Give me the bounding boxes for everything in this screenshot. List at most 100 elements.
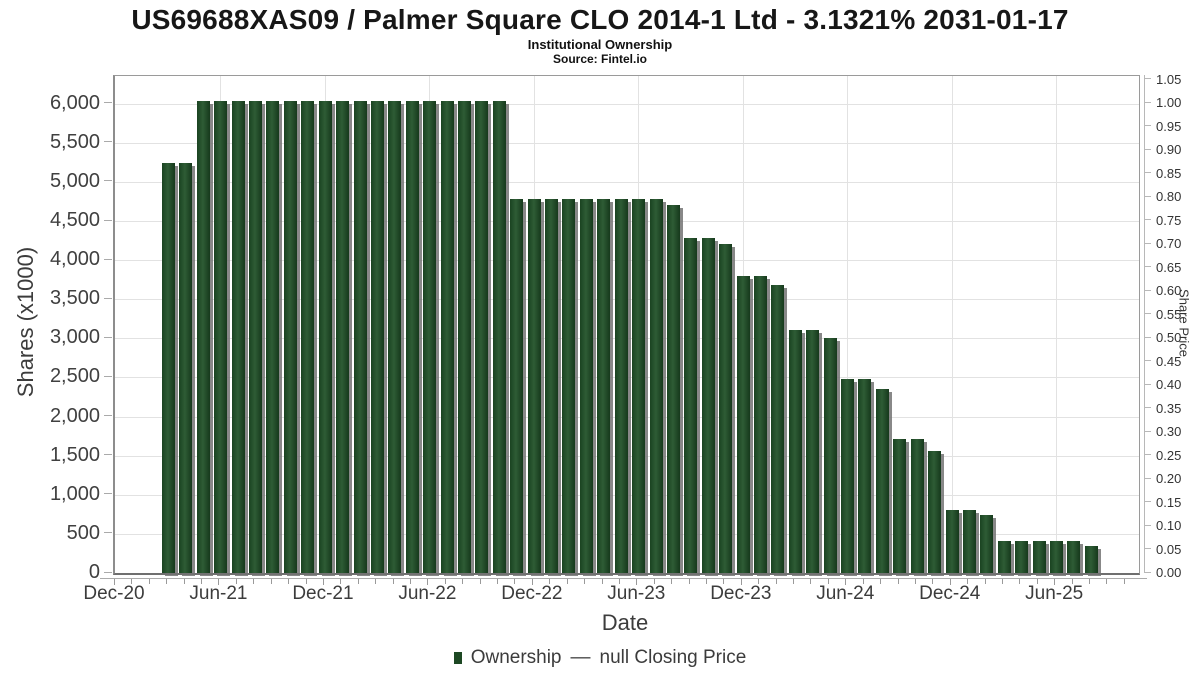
bar[interactable] (980, 515, 994, 573)
bar[interactable] (928, 451, 942, 573)
bar[interactable] (231, 100, 245, 573)
legend-price-line-icon: — (570, 646, 591, 668)
y-axis-tick (104, 219, 112, 221)
right-axis-tick-label: 0.50 (1156, 330, 1182, 346)
bar[interactable] (562, 199, 576, 573)
bar[interactable] (388, 100, 402, 573)
bar[interactable] (336, 100, 350, 573)
bar[interactable] (788, 329, 802, 573)
bar[interactable] (597, 199, 611, 573)
y-axis-tick (104, 415, 112, 417)
bar[interactable] (492, 100, 506, 573)
right-axis-tick (1144, 313, 1151, 315)
x-axis-tick-label: Jun-24 (816, 583, 875, 604)
bar[interactable] (910, 439, 924, 573)
x-axis-tick (653, 579, 655, 584)
bar[interactable] (370, 100, 384, 573)
bar[interactable] (318, 100, 332, 573)
y-axis-tick-label: 5,000 (49, 169, 100, 192)
y-axis-tick (104, 375, 112, 377)
x-axis-tick (880, 579, 882, 584)
x-axis-tick (1089, 579, 1091, 584)
bar[interactable] (753, 275, 767, 573)
x-axis-tick (444, 579, 446, 584)
gridline-vertical (951, 76, 953, 573)
x-axis-tick-label: Jun-23 (607, 583, 666, 604)
x-axis-tick (218, 579, 220, 585)
chart-title: US69688XAS09 / Palmer Square CLO 2014-1 … (131, 4, 1069, 35)
right-axis-tick-label: 0.60 (1156, 283, 1182, 299)
right-axis-tick (1144, 407, 1151, 409)
bar[interactable] (301, 100, 315, 573)
bar[interactable] (475, 100, 489, 573)
chart-source: Source: Fintel.io (552, 52, 647, 66)
bar[interactable] (162, 163, 175, 573)
bar[interactable] (283, 100, 297, 573)
bar[interactable] (736, 275, 750, 573)
x-axis-tick (671, 579, 673, 584)
bar[interactable] (875, 389, 889, 573)
bar[interactable] (405, 100, 419, 573)
bar[interactable] (841, 379, 855, 573)
right-axis-tick (1144, 477, 1151, 479)
bar[interactable] (1015, 540, 1029, 573)
bar[interactable] (945, 509, 959, 573)
bar[interactable] (527, 199, 541, 573)
x-axis-tick-label: Jun-22 (398, 583, 457, 604)
gridline-horizontal (115, 181, 1139, 183)
x-axis-tick (288, 579, 290, 584)
bar[interactable] (893, 439, 907, 573)
bar[interactable] (545, 199, 559, 573)
bar[interactable] (1049, 540, 1063, 573)
x-axis-tick (305, 579, 307, 584)
y-axis-tick-label: 1,500 (49, 443, 100, 466)
bar[interactable] (858, 379, 872, 573)
x-axis-tick (1036, 579, 1038, 584)
y-axis-tick-label: 2,500 (49, 365, 100, 388)
y-axis-tick (104, 336, 112, 338)
x-axis-tick-label: Dec-24 (919, 583, 981, 604)
right-axis-tick (1144, 289, 1151, 291)
bar[interactable] (249, 100, 263, 573)
bar[interactable] (579, 199, 593, 573)
x-axis-tick (1019, 579, 1021, 584)
x-axis-tick (166, 579, 168, 584)
bar[interactable] (823, 338, 837, 573)
bar[interactable] (666, 205, 680, 573)
x-axis-tick (1054, 579, 1056, 585)
bar[interactable] (179, 163, 193, 573)
right-axis-tick (1144, 336, 1151, 338)
bar[interactable] (214, 100, 228, 573)
x-axis-tick (584, 579, 586, 584)
bar[interactable] (353, 100, 367, 573)
bar[interactable] (1032, 540, 1046, 573)
bar[interactable] (457, 100, 471, 573)
y-axis-tick (104, 141, 112, 143)
y-axis-tick (104, 180, 112, 182)
bar[interactable] (1084, 546, 1098, 573)
bar[interactable] (806, 329, 820, 573)
right-axis-tick (1144, 195, 1151, 197)
right-axis-tick (1144, 454, 1151, 456)
bar[interactable] (962, 509, 976, 573)
bar[interactable] (440, 100, 454, 573)
bar[interactable] (684, 237, 698, 573)
bar[interactable] (1067, 540, 1081, 573)
bar[interactable] (771, 285, 785, 573)
right-axis-tick (1144, 430, 1151, 432)
bar[interactable] (423, 100, 437, 573)
bar[interactable] (266, 100, 280, 573)
bar[interactable] (510, 199, 524, 573)
bar[interactable] (701, 237, 715, 573)
bar[interactable] (649, 199, 663, 573)
bar[interactable] (614, 199, 628, 573)
bar[interactable] (196, 100, 210, 573)
bar[interactable] (719, 243, 733, 573)
bar[interactable] (997, 540, 1011, 573)
right-axis-tick (1144, 383, 1151, 385)
x-axis-tick (549, 579, 551, 584)
x-axis-tick (479, 579, 481, 584)
right-axis-tick-label: 0.45 (1156, 353, 1182, 369)
bar[interactable] (632, 199, 646, 573)
